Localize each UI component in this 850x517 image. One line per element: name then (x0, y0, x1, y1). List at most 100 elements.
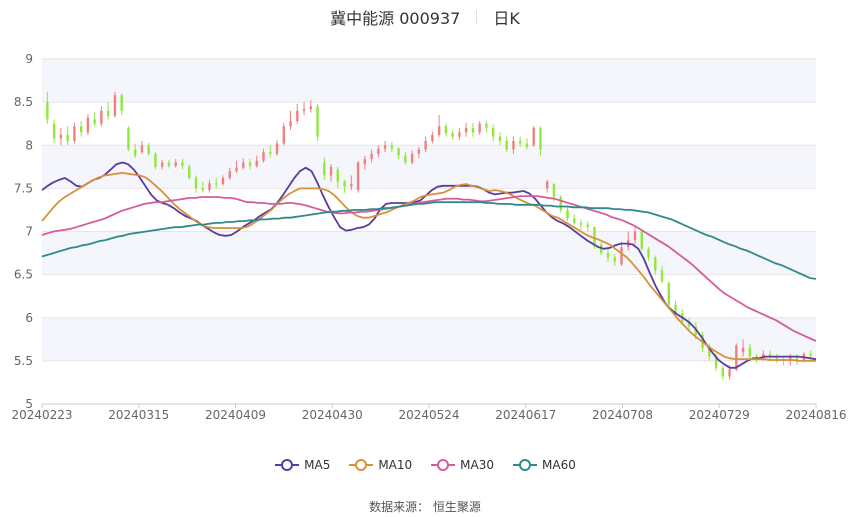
candle-body (566, 209, 569, 219)
x-tick-label: 20240729 (689, 408, 750, 422)
candle-down (120, 93, 123, 116)
candle-body (248, 162, 252, 166)
candle-down (46, 91, 49, 124)
candle-down (748, 343, 752, 361)
candle-body (127, 128, 130, 150)
candle-body (269, 152, 272, 154)
candle-down (539, 126, 542, 156)
candle-down (573, 214, 576, 225)
candle-up (424, 136, 427, 153)
candle-up (478, 121, 481, 135)
ma-line-ma5 (41, 161, 817, 369)
candle-body (282, 126, 285, 144)
period-label[interactable]: 日K (493, 9, 520, 28)
candle-body (735, 345, 738, 370)
candle-down (201, 181, 204, 193)
candle-body (363, 159, 367, 165)
candle-down (485, 121, 488, 133)
x-tick-label: 20240524 (398, 408, 459, 422)
candle-body (593, 227, 596, 245)
candle-body (181, 162, 184, 166)
candle-down (269, 145, 272, 158)
y-tick-label: 9 (25, 52, 33, 66)
candle-body (289, 121, 292, 127)
candle-body (464, 128, 468, 133)
candle-down (640, 229, 643, 251)
candle-down (647, 247, 650, 261)
candle-body (485, 123, 488, 128)
x-tick-label: 20240708 (592, 408, 653, 422)
candle-up (431, 131, 434, 144)
candle-up (100, 106, 103, 127)
candle-down (316, 103, 319, 141)
candle-body (579, 222, 583, 225)
candle-down (167, 159, 171, 169)
candle-body (458, 132, 461, 137)
candle-down (721, 365, 725, 380)
candle-body (147, 145, 150, 154)
candle-body (647, 248, 650, 258)
candle-up (282, 122, 285, 146)
x-tick-label: 20240409 (205, 408, 266, 422)
candle-body (370, 153, 373, 160)
candle-body (46, 102, 49, 120)
candle-up (235, 160, 238, 173)
candle-up (161, 159, 164, 170)
legend-item-ma10[interactable]: MA10 (348, 458, 412, 472)
candle-up (113, 91, 117, 118)
title-separator (476, 10, 478, 24)
candle-down (147, 142, 150, 156)
candle-body (525, 143, 529, 147)
x-tick-label: 20240430 (302, 408, 363, 422)
candle-up (437, 115, 441, 137)
candle-body (383, 145, 387, 149)
candle-up (174, 159, 177, 168)
candle-up (377, 145, 380, 158)
candle-body (397, 148, 400, 156)
data-source: 数据来源： 恒生聚源 (369, 500, 481, 514)
candle-body (573, 218, 576, 223)
candle-down (323, 157, 326, 180)
candle-down (606, 248, 610, 262)
candle-body (532, 128, 535, 146)
candle-down (505, 136, 508, 153)
legend-marker-icon (349, 459, 374, 471)
candle-down (336, 166, 340, 189)
candle-body (66, 134, 69, 141)
candle-down (181, 159, 184, 170)
grid-band (42, 145, 816, 189)
candle-body (242, 162, 245, 168)
candle-up (309, 100, 312, 113)
y-axis: 5 5.5 6 6.5 7 7.5 8 8.5 9 (14, 52, 33, 411)
y-tick-label: 7.5 (14, 181, 33, 195)
candle-down (52, 119, 56, 143)
legend-item-ma30[interactable]: MA30 (430, 458, 494, 472)
candle-body (59, 134, 63, 139)
candle-down (390, 141, 394, 153)
grid-band (42, 317, 816, 361)
candle-body (410, 153, 414, 163)
chart-title: 冀中能源 000937 日K (0, 6, 850, 28)
candle-body (404, 155, 407, 163)
legend-item-ma60[interactable]: MA60 (512, 458, 576, 472)
candle-body (302, 109, 306, 111)
legend-label: MA30 (460, 458, 495, 472)
candle-up (458, 128, 461, 141)
candle-down (654, 255, 657, 275)
legend-label: MA5 (304, 458, 331, 472)
candle-down (133, 143, 137, 159)
candle-body (708, 347, 711, 357)
candle-body (154, 153, 157, 167)
legend-marker-icon (431, 459, 456, 471)
legend-item-ma5[interactable]: MA5 (274, 458, 330, 472)
candle-body (768, 353, 772, 357)
candle-up (208, 179, 211, 193)
candle-up (363, 155, 367, 170)
candle-body (73, 126, 76, 141)
y-tick-label: 8.5 (14, 95, 33, 109)
candle-down (687, 317, 691, 331)
candle-body (714, 356, 718, 368)
candle-body (329, 166, 333, 176)
candle-body (120, 95, 123, 111)
